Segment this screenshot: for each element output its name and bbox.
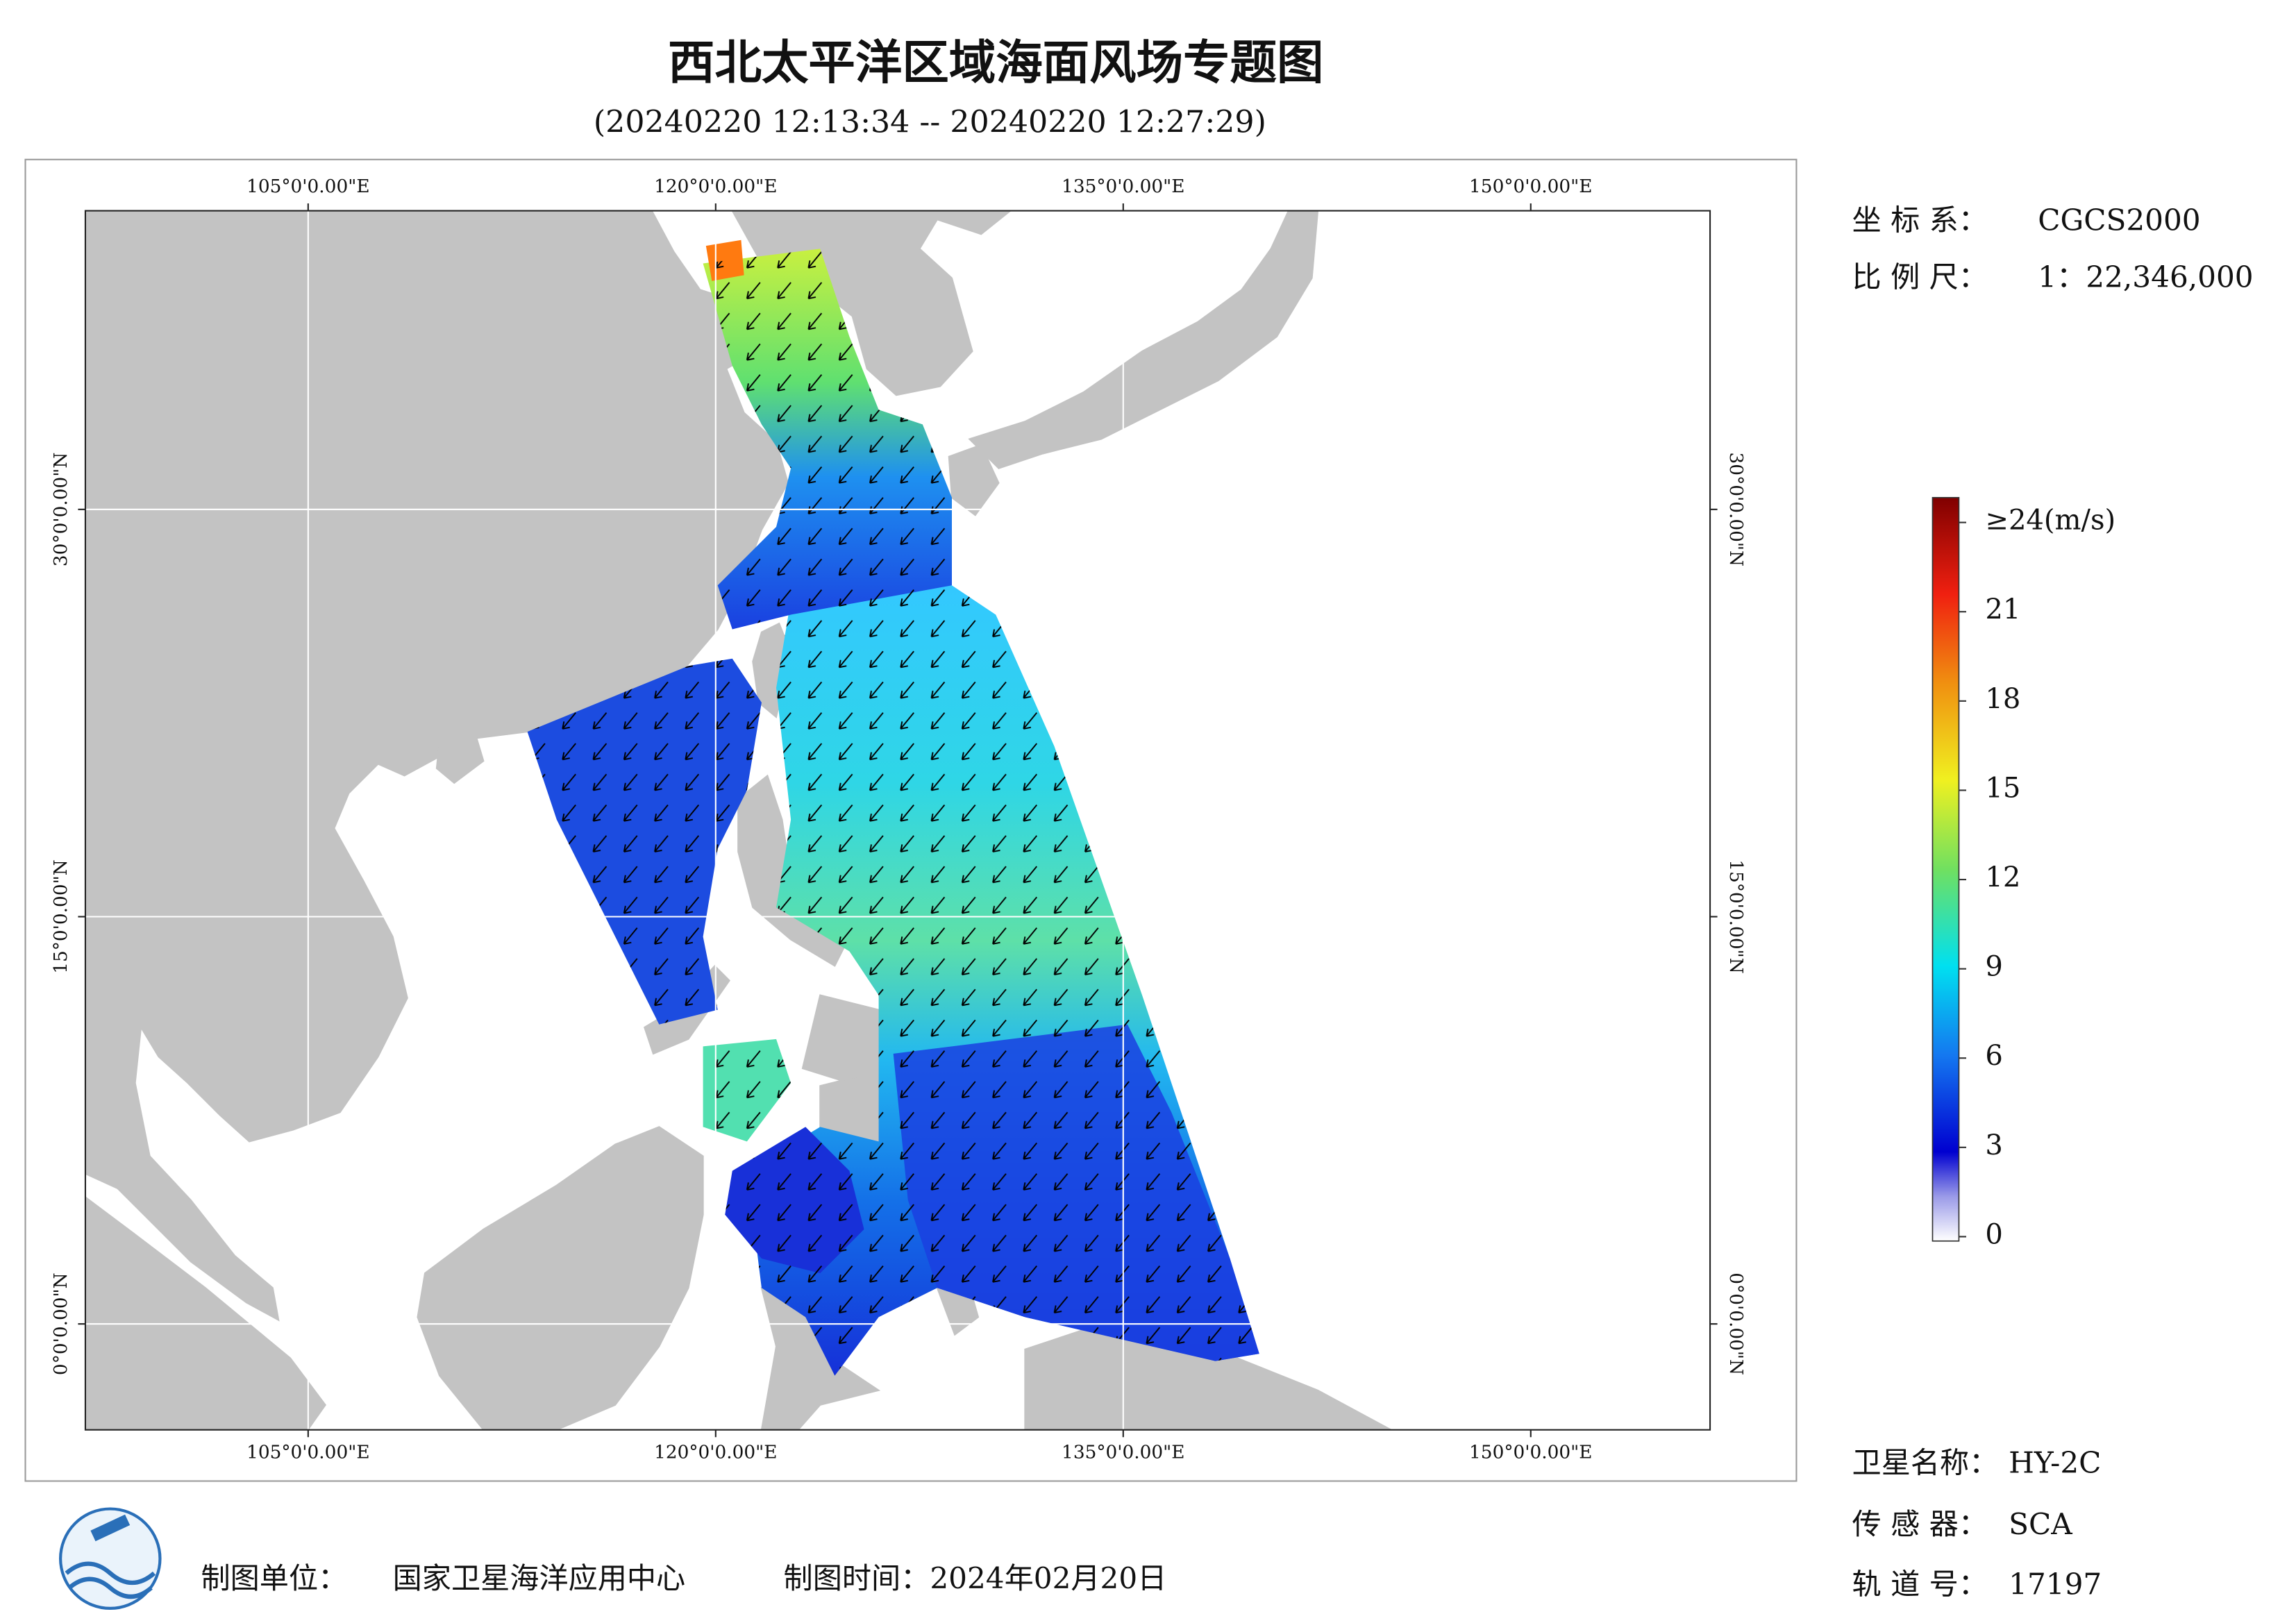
map-ticks: 105°0'0.00"E 105°0'0.00"E 120°0'0.00"E 120°… bbox=[51, 176, 1746, 1463]
unit-label: 制图单位： bbox=[201, 1561, 347, 1595]
map-frame bbox=[84, 210, 1711, 1431]
scale: 1：22,346,000 bbox=[2038, 260, 2253, 294]
colorbar-label: ≥24(m/s) bbox=[1985, 505, 2115, 537]
subtitle: (20240220 12:13:34 -- 20240220 12:27:29) bbox=[594, 105, 1266, 140]
colorbar-label: 18 bbox=[1985, 683, 2020, 715]
logo bbox=[58, 1507, 162, 1611]
lat-label: 0°0'0.00"N bbox=[1725, 1272, 1746, 1375]
lon-label: 150°0'0.00"E bbox=[1469, 176, 1592, 197]
title: 西北太平洋区域海面风场专题图 bbox=[668, 35, 1323, 90]
colorbar-ticks: 0 3 6 9 12 15 18 21 ≥24(m/s) bbox=[1959, 505, 2115, 1250]
crs-label: 坐 标 系： bbox=[1852, 203, 1988, 237]
sensor: SCA bbox=[2009, 1507, 2072, 1541]
wind-arrows bbox=[527, 249, 1259, 1376]
japan-kyushu bbox=[948, 444, 1000, 516]
asia-mainland bbox=[85, 210, 789, 1322]
lon-label: 105°0'0.00"E bbox=[246, 1442, 369, 1463]
lon-label: 150°0'0.00"E bbox=[1469, 1442, 1592, 1463]
colorbar bbox=[1932, 496, 1960, 1242]
colorbar-label: 12 bbox=[1985, 861, 2020, 893]
colorbar-label: 0 bbox=[1985, 1218, 2002, 1250]
lon-label: 120°0'0.00"E bbox=[654, 176, 777, 197]
colorbar-label: 6 bbox=[1985, 1040, 2002, 1072]
lat-label: 30°0'0.00"N bbox=[51, 453, 72, 567]
map-area bbox=[85, 210, 1711, 1430]
lat-label: 15°0'0.00"N bbox=[1725, 859, 1746, 974]
colorbar-label: 9 bbox=[1985, 951, 2002, 983]
hainan bbox=[435, 730, 485, 784]
lon-label: 120°0'0.00"E bbox=[654, 1442, 777, 1463]
lon-label: 135°0'0.00"E bbox=[1062, 1442, 1184, 1463]
colorbar-label: 15 bbox=[1985, 772, 2020, 804]
orbit: 17197 bbox=[2009, 1567, 2102, 1601]
sensor-label: 传 感 器： bbox=[1852, 1507, 1988, 1541]
crs: CGCS2000 bbox=[2038, 203, 2200, 237]
map-panel bbox=[24, 158, 1798, 1482]
lon-label: 105°0'0.00"E bbox=[246, 176, 369, 197]
logo-wave bbox=[65, 1561, 156, 1586]
orbit-label: 轨 道 号： bbox=[1852, 1567, 1988, 1601]
lat-label: 0°0'0.00"N bbox=[51, 1272, 72, 1375]
satellite: HY-2C bbox=[2009, 1445, 2101, 1479]
satellite-label: 卫星名称： bbox=[1852, 1445, 1999, 1479]
map-time: 制图时间：2024年02月20日 bbox=[784, 1561, 1167, 1595]
borneo bbox=[417, 1126, 704, 1430]
scale-label: 比 例 尺： bbox=[1852, 260, 1988, 294]
logo-wave bbox=[67, 1576, 153, 1599]
graticule bbox=[85, 210, 1711, 1430]
unit: 国家卫星海洋应用中心 bbox=[393, 1561, 686, 1595]
logo-satellite bbox=[90, 1514, 131, 1542]
colorbar-label: 3 bbox=[1985, 1129, 2002, 1161]
wind-swath bbox=[527, 239, 1259, 1376]
lon-label: 135°0'0.00"E bbox=[1062, 176, 1184, 197]
lat-label: 15°0'0.00"N bbox=[51, 859, 72, 974]
lat-label: 30°0'0.00"N bbox=[1725, 453, 1746, 567]
colorbar-label: 21 bbox=[1985, 594, 2020, 625]
